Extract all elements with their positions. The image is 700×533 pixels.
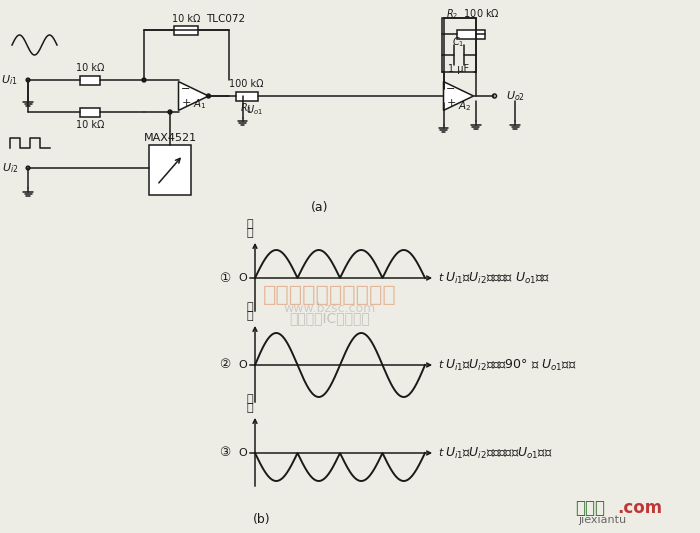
Bar bbox=[174, 26, 198, 35]
Text: (b): (b) bbox=[253, 513, 271, 527]
Text: t: t bbox=[438, 448, 442, 458]
Text: $U_{o1}$: $U_{o1}$ bbox=[246, 103, 263, 117]
Text: (a): (a) bbox=[312, 201, 329, 214]
Text: −: − bbox=[447, 84, 456, 94]
Text: TLC072: TLC072 bbox=[206, 14, 246, 24]
Bar bbox=[456, 30, 484, 39]
Text: +: + bbox=[181, 98, 190, 108]
Text: MAX4521: MAX4521 bbox=[144, 133, 197, 143]
Text: 电
压: 电 压 bbox=[246, 219, 253, 238]
Text: 全球最大IC采购网站: 全球最大IC采购网站 bbox=[290, 311, 370, 325]
Bar bbox=[80, 108, 100, 117]
Text: .com: .com bbox=[617, 499, 662, 517]
Text: $R_2$  100 kΩ: $R_2$ 100 kΩ bbox=[447, 7, 500, 21]
Bar bbox=[149, 145, 191, 195]
Text: ①: ① bbox=[219, 271, 230, 285]
Text: 10 kΩ: 10 kΩ bbox=[76, 63, 104, 73]
Text: $U_{i1}$和$U_{i2}$同相位时 $U_{o1}$波形: $U_{i1}$和$U_{i2}$同相位时 $U_{o1}$波形 bbox=[445, 270, 550, 286]
Circle shape bbox=[206, 94, 211, 98]
Text: $U_{o2}$: $U_{o2}$ bbox=[505, 89, 524, 103]
Text: 10 kΩ: 10 kΩ bbox=[172, 14, 200, 24]
Text: 电
压: 电 压 bbox=[246, 394, 253, 413]
Text: $U_{i1}$和$U_{i2}$相位差90° 时 $U_{o1}$波形: $U_{i1}$和$U_{i2}$相位差90° 时 $U_{o1}$波形 bbox=[445, 358, 577, 373]
Polygon shape bbox=[178, 82, 209, 110]
Text: t: t bbox=[438, 273, 442, 283]
Text: −: − bbox=[181, 84, 190, 94]
Text: $R_1$: $R_1$ bbox=[240, 101, 253, 115]
Bar bbox=[80, 76, 100, 85]
Text: $U_{i1}$和$U_{i2}$相位相反时$U_{o1}$波形: $U_{i1}$和$U_{i2}$相位相反时$U_{o1}$波形 bbox=[445, 446, 552, 461]
Text: $U_{i1}$: $U_{i1}$ bbox=[1, 73, 18, 87]
Text: ②: ② bbox=[219, 359, 230, 372]
Bar bbox=[235, 92, 258, 101]
Text: $A_2$: $A_2$ bbox=[458, 99, 472, 113]
Text: $A_1$: $A_1$ bbox=[193, 97, 206, 111]
Text: ③: ③ bbox=[219, 447, 230, 459]
Polygon shape bbox=[444, 82, 473, 110]
Bar bbox=[442, 18, 475, 72]
Text: 100 kΩ: 100 kΩ bbox=[230, 79, 264, 89]
Text: O: O bbox=[239, 360, 247, 370]
Text: 电
压: 电 压 bbox=[246, 302, 253, 321]
Text: $U_{i2}$: $U_{i2}$ bbox=[1, 161, 18, 175]
Text: +: + bbox=[447, 98, 456, 108]
Text: 10 kΩ: 10 kΩ bbox=[76, 120, 104, 130]
Circle shape bbox=[142, 78, 146, 82]
Text: 接线图: 接线图 bbox=[575, 499, 605, 517]
Text: www.bzsc.com: www.bzsc.com bbox=[284, 302, 376, 314]
Circle shape bbox=[168, 110, 172, 114]
Text: 杭州禧嘉庇技有限公司: 杭州禧嘉庇技有限公司 bbox=[263, 285, 397, 305]
Text: O: O bbox=[239, 448, 247, 458]
Text: t: t bbox=[438, 360, 442, 370]
Text: O: O bbox=[239, 273, 247, 283]
Text: jiexiantu: jiexiantu bbox=[578, 515, 626, 525]
Text: $C_1$: $C_1$ bbox=[452, 35, 465, 49]
Text: 1 μF: 1 μF bbox=[448, 64, 469, 74]
